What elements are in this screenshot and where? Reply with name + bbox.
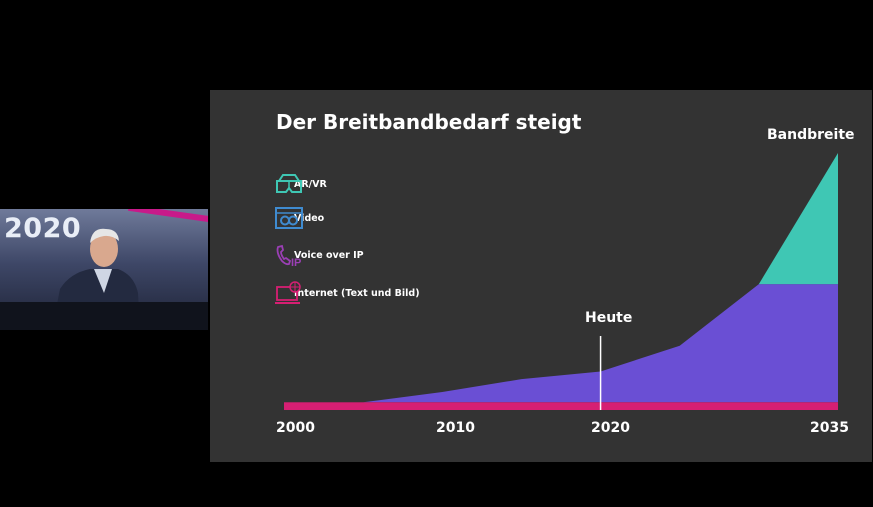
video-icon	[275, 207, 303, 229]
legend-label: Voice over IP	[294, 249, 364, 261]
slide-title: Der Breitbandbedarf steigt	[276, 110, 582, 134]
legend-item-voip: IP Voice over IP	[274, 243, 364, 267]
speaker-video-inset: 2020	[0, 209, 208, 330]
legend-item-internet: Internet (Text und Bild)	[274, 281, 420, 305]
presentation-slide: Der Breitbandbedarf steigt AR/VR Video I…	[210, 90, 872, 462]
bandbreite-annotation: Bandbreite	[767, 127, 855, 143]
x-tick-2000: 2000	[276, 420, 315, 436]
x-tick-2020: 2020	[591, 420, 630, 436]
legend-label: Video	[294, 212, 325, 224]
inset-year-text: 2020	[4, 213, 82, 244]
inset-floor	[0, 302, 208, 330]
legend-label: AR/VR	[294, 178, 327, 190]
legend-item-video: Video	[274, 206, 324, 230]
series-area-video	[284, 284, 838, 403]
series-area-internet	[284, 402, 838, 410]
voip-phone-icon: IP	[276, 244, 301, 267]
svg-text:IP: IP	[291, 257, 301, 267]
legend-label: Internet (Text und Bild)	[294, 287, 420, 299]
internet-globe-icon	[275, 281, 301, 304]
bandwidth-area-chart	[284, 153, 838, 410]
legend-item-ar-vr: AR/VR	[274, 172, 327, 196]
x-tick-2010: 2010	[436, 420, 475, 436]
vr-glasses-icon	[276, 174, 302, 193]
heute-annotation: Heute	[585, 310, 633, 326]
series-area-ar-vr	[758, 153, 838, 285]
x-tick-2035: 2035	[810, 420, 849, 436]
